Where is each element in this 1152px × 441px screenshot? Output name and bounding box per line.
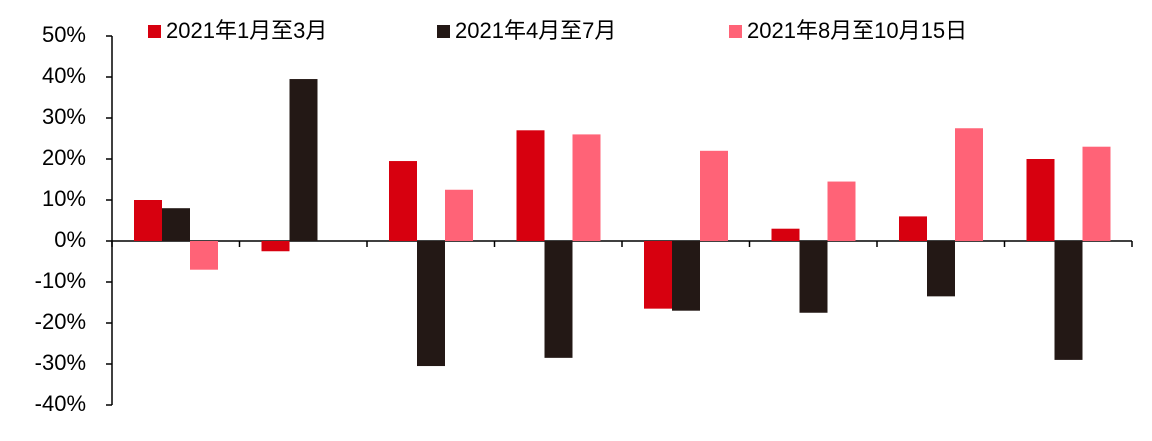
bar bbox=[134, 200, 162, 241]
bar bbox=[261, 241, 290, 252]
y-tick-label: -10% bbox=[35, 268, 86, 293]
bar bbox=[162, 208, 190, 241]
legend-label: 2021年1月至3月 bbox=[166, 18, 327, 43]
y-tick-label: -40% bbox=[35, 391, 86, 416]
legend-label: 2021年8月至10月15日 bbox=[747, 18, 967, 43]
bar bbox=[1082, 146, 1111, 241]
legend-label: 2021年4月至7月 bbox=[455, 18, 616, 43]
bar bbox=[190, 241, 218, 270]
bar bbox=[899, 216, 927, 241]
bar bbox=[1026, 159, 1055, 241]
bar bbox=[827, 181, 856, 241]
bar bbox=[289, 79, 318, 241]
bar bbox=[1054, 241, 1083, 360]
y-tick-label: 30% bbox=[42, 104, 86, 129]
bar bbox=[927, 241, 955, 297]
legend-swatch bbox=[437, 25, 450, 38]
bar bbox=[445, 189, 473, 241]
bar bbox=[799, 241, 828, 313]
y-tick-label: 0% bbox=[54, 227, 86, 252]
bar bbox=[389, 161, 417, 241]
bar bbox=[644, 241, 672, 309]
legend-swatch bbox=[729, 25, 742, 38]
bar bbox=[955, 128, 983, 241]
y-tick-label: 10% bbox=[42, 186, 86, 211]
bar bbox=[544, 241, 573, 358]
bar bbox=[516, 130, 545, 241]
y-tick-label: -20% bbox=[35, 309, 86, 334]
y-tick-label: 20% bbox=[42, 145, 86, 170]
bar bbox=[700, 150, 728, 241]
bar bbox=[417, 241, 445, 367]
y-tick-label: 40% bbox=[42, 63, 86, 88]
legend-swatch bbox=[148, 25, 161, 38]
bar bbox=[572, 134, 601, 241]
y-tick-label: 50% bbox=[42, 22, 86, 47]
bar bbox=[771, 228, 800, 241]
y-tick-label: -30% bbox=[35, 350, 86, 375]
bar bbox=[672, 241, 700, 311]
